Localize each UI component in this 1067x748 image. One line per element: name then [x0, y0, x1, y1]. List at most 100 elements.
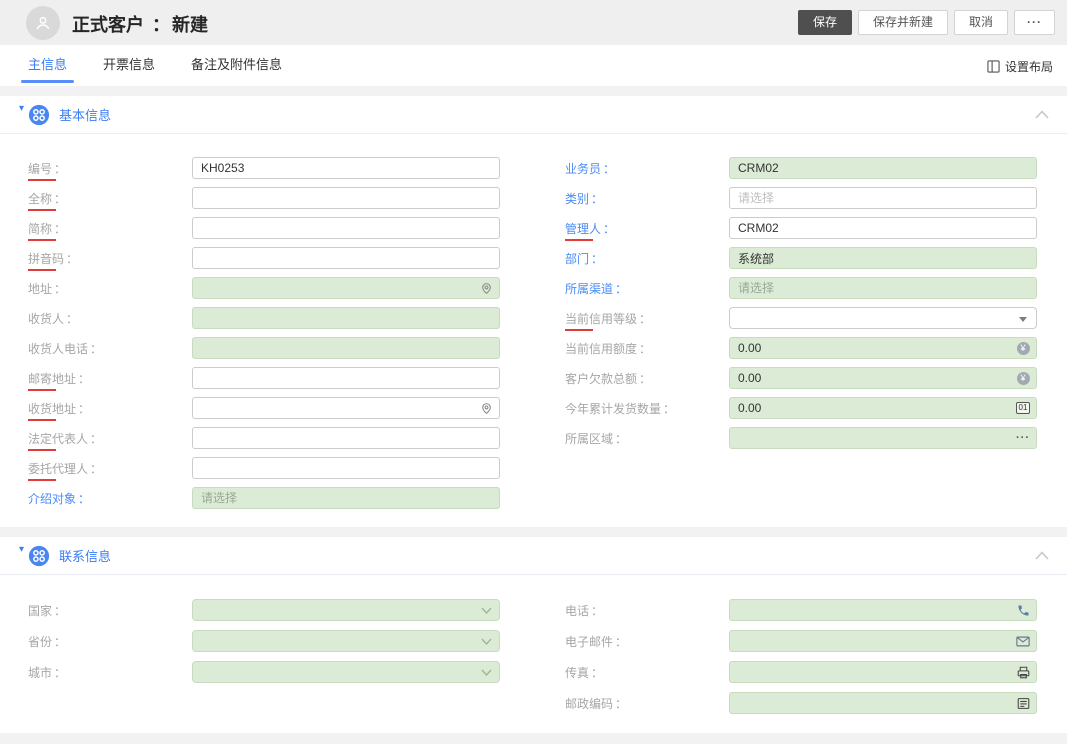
ellipsis-icon[interactable]: ··· [1016, 432, 1030, 444]
credit-limit-label: 当前信用额度： [565, 341, 652, 356]
region-input[interactable] [729, 427, 1037, 449]
category-input[interactable] [729, 187, 1037, 209]
tab-main-info[interactable]: 主信息 [20, 45, 75, 86]
quantity-badge-icon: 01 [1015, 402, 1031, 414]
tab-invoice-info[interactable]: 开票信息 [103, 57, 156, 72]
collapse-chevron-icon[interactable] [1035, 551, 1049, 560]
legal-rep-label: 法定代表人： [28, 431, 103, 451]
collapse-caret-icon[interactable]: ▾ [19, 102, 25, 114]
postal-code-input[interactable] [729, 692, 1037, 714]
cancel-button[interactable]: 取消 [953, 10, 1008, 35]
field-row-province: 省份： [28, 630, 500, 652]
short-name-input[interactable] [192, 217, 500, 239]
agent-input[interactable] [192, 457, 500, 479]
manager-input[interactable] [729, 217, 1037, 239]
field-row-full-name: 全称： [28, 187, 500, 211]
save-button[interactable]: 保存 [797, 10, 852, 35]
consignee-input[interactable] [192, 307, 500, 329]
code-input[interactable] [192, 157, 500, 179]
field-row-mailing-address: 邮寄地址： [28, 367, 500, 391]
layout-settings-button[interactable]: 设置布局 [987, 58, 1053, 75]
full-name-input[interactable] [192, 187, 500, 209]
field-row-address: 地址： [28, 277, 500, 299]
chevron-down-icon[interactable] [480, 638, 492, 645]
salesman-input[interactable] [729, 157, 1037, 179]
shipping-address-input[interactable] [192, 397, 500, 419]
contact-info-title: 联系信息 [59, 549, 112, 564]
chevron-down-icon[interactable] [480, 607, 492, 614]
field-row-consignee: 收货人： [28, 307, 500, 329]
field-row-region: 所属区域： ··· [565, 427, 1037, 449]
tabs: 主信息 开票信息 备注及附件信息 [20, 45, 283, 86]
province-select[interactable] [192, 630, 500, 652]
mailing-address-input[interactable] [192, 367, 500, 389]
consignee-phone-label: 收货人电话： [28, 341, 103, 356]
chevron-down-icon[interactable] [480, 669, 492, 676]
postal-code-label: 邮政编码： [565, 696, 628, 711]
agent-label: 委托代理人： [28, 461, 103, 481]
field-row-legal-rep: 法定代表人： [28, 427, 500, 451]
basic-right-column: 业务员： 类别： 管理人： 部门： 所属渠道： 当前信用等级： [565, 157, 1037, 457]
fax-label: 传真： [565, 665, 604, 680]
country-select[interactable] [192, 599, 500, 621]
contact-info-header: ▾ 联系信息 [0, 537, 1067, 575]
section-gap [0, 527, 1067, 537]
arrears-label: 客户欠款总额： [565, 371, 652, 386]
credit-limit-input[interactable] [729, 337, 1037, 359]
country-label: 国家： [28, 603, 67, 618]
arrears-input[interactable] [729, 367, 1037, 389]
basic-info-header: ▾ 基本信息 [0, 96, 1067, 134]
field-row-pinyin: 拼音码： [28, 247, 500, 271]
consignee-phone-input[interactable] [192, 337, 500, 359]
field-row-salesman: 业务员： [565, 157, 1037, 179]
yearly-shipment-input[interactable] [729, 397, 1037, 419]
currency-icon: ¥ [1016, 341, 1030, 355]
field-row-referrer: 介绍对象： [28, 487, 500, 509]
pinyin-label: 拼音码： [28, 251, 79, 271]
channel-input[interactable] [729, 277, 1037, 299]
fax-input[interactable] [729, 661, 1037, 683]
department-input[interactable] [729, 247, 1037, 269]
location-pin-icon[interactable] [480, 282, 493, 295]
dropdown-triangle-icon[interactable] [1019, 316, 1027, 322]
collapse-chevron-icon[interactable] [1035, 110, 1049, 119]
entity-name: 正式客户 [72, 15, 144, 35]
short-name-label: 简称： [28, 221, 67, 241]
tab-bar: 主信息 开票信息 备注及附件信息 设置布局 [0, 45, 1067, 86]
contact-left-column: 国家： 省份： 城市： [28, 599, 500, 692]
mailing-address-label: 邮寄地址： [28, 371, 91, 391]
header-actions: 保存 保存并新建 取消 ··· [797, 10, 1055, 35]
collapse-caret-icon[interactable]: ▾ [19, 543, 25, 555]
tab-notes-attachments[interactable]: 备注及附件信息 [191, 57, 283, 72]
mail-icon [1016, 636, 1030, 646]
field-row-fax: 传真： [565, 661, 1037, 683]
location-pin-icon[interactable] [480, 402, 493, 415]
salesman-label: 业务员： [565, 161, 616, 176]
email-input[interactable] [729, 630, 1037, 652]
field-row-department: 部门： [565, 247, 1037, 269]
field-row-email: 电子邮件： [565, 630, 1037, 652]
code-label: 编号： [28, 161, 67, 181]
phone-input[interactable] [729, 599, 1037, 621]
pinyin-input[interactable] [192, 247, 500, 269]
referrer-label: 介绍对象： [28, 491, 91, 506]
legal-rep-input[interactable] [192, 427, 500, 449]
basic-left-column: 编号： 全称： 简称： 拼音码： 地址： [28, 157, 500, 517]
page-header: 正式客户 ： 新建 保存 保存并新建 取消 ··· [0, 0, 1067, 45]
field-row-country: 国家： [28, 599, 500, 621]
section-grid-icon [28, 545, 50, 566]
region-label: 所属区域： [565, 431, 628, 446]
address-input[interactable] [192, 277, 500, 299]
save-and-new-button[interactable]: 保存并新建 [857, 10, 948, 35]
contact-info-section: ▾ 联系信息 国家： 省份： [0, 537, 1067, 733]
consignee-label: 收货人： [28, 311, 79, 326]
more-actions-button[interactable]: ··· [1014, 10, 1055, 35]
yearly-shipment-label: 今年累计发货数量： [565, 401, 676, 416]
city-select[interactable] [192, 661, 500, 683]
field-row-manager: 管理人： [565, 217, 1037, 241]
address-label: 地址： [28, 281, 67, 296]
credit-level-select[interactable] [729, 307, 1037, 329]
email-label: 电子邮件： [565, 634, 628, 649]
referrer-input[interactable] [192, 487, 500, 509]
